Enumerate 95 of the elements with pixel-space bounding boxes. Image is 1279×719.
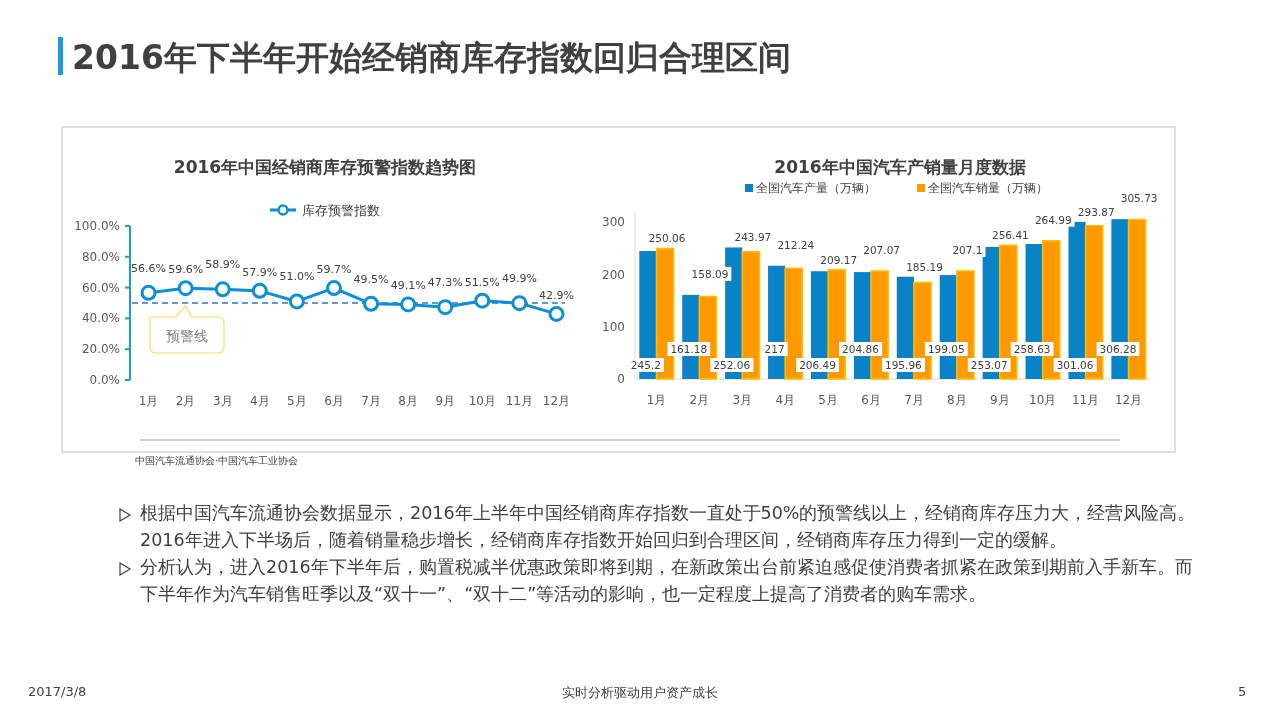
data-label: 253.07 [970, 359, 1008, 371]
data-label: 195.96 [885, 359, 923, 371]
data-label: 56.6% [131, 261, 167, 275]
point [511, 295, 528, 312]
x-tick-label: 6月 [324, 394, 344, 408]
x-tick-label: 5月 [287, 394, 307, 408]
x-tick-label: 3月 [212, 394, 233, 408]
point [325, 280, 342, 297]
point [474, 292, 491, 309]
x-tick-label: 8月 [398, 394, 418, 408]
data-label: 306.28 [1099, 343, 1137, 355]
data-label: 256.41 [992, 229, 1029, 242]
y-tick-label: 300 [602, 215, 625, 230]
data-label: 209.17 [820, 253, 858, 266]
data-label: 59.7% [316, 263, 352, 277]
data-label: 49.1% [390, 279, 426, 293]
data-label: 185.19 [906, 260, 943, 273]
text: 实时分析驱动用户资产成长 [561, 685, 718, 700]
y-tick-label: 100 [602, 319, 625, 334]
x-tick-label: 7月 [361, 394, 381, 408]
point [400, 296, 417, 313]
point [140, 284, 157, 301]
data-label: 51.0% [279, 270, 315, 284]
ref-line-label: 预警线 [166, 328, 208, 344]
data-label: 47.3% [427, 276, 463, 290]
data-label: 57.9% [242, 265, 278, 279]
data-label: 199.05 [927, 343, 965, 355]
x-tick-label: 1月 [138, 394, 159, 408]
point [288, 293, 305, 310]
data-label: 305.73 [1120, 192, 1158, 205]
legend-label: 全国汽车销量（万辆） [928, 181, 1048, 195]
y-tick-label: 80.0% [81, 249, 120, 264]
x-tick-label: 4月 [775, 393, 796, 407]
data-label: 258.63 [1013, 343, 1051, 355]
x-tick-label: 12月 [542, 394, 571, 408]
data-label: 250.06 [648, 232, 686, 245]
y-tick-label: 200 [602, 267, 625, 282]
x-tick-label: 3月 [732, 393, 753, 407]
y-tick-label: 0.0% [89, 373, 120, 387]
data-label: 207.1 [952, 243, 983, 256]
x-tick-label: 6月 [861, 393, 881, 407]
data-label: 51.5% [464, 275, 500, 289]
data-label: 49.5% [353, 272, 389, 286]
x-tick-label: 10月 [468, 394, 496, 408]
y-tick-label: 40.0% [81, 311, 120, 326]
data-label: 252.06 [713, 359, 751, 371]
data-label: 204.86 [842, 343, 880, 355]
text: 分析认为，进入2016年下半年后，购置税减半优惠政策即将到期，在新政策出台前紧迫感促使消费者抓紧在政策到期前入手新车。而下半年作为汽车销售旺季以及“双十一”、“双十二”等活动的影响，也一定程度上提高了消费者的购车需求。 [140, 556, 1194, 606]
x-tick-label: 7月 [904, 393, 924, 407]
point [177, 280, 194, 297]
text: 5 [1238, 684, 1247, 699]
x-tick-label: 8月 [947, 393, 967, 407]
point [214, 281, 231, 298]
data-label: 206.49 [799, 359, 836, 371]
x-tick-label: 4月 [249, 394, 270, 408]
text: 根据中国汽车流通协会数据显示，2016年上半年中国经销商库存指数一直处于50%的预警线以上，经销商库存压力大，经营风险高。2016年进入下半场后，随着销量稳步增长，经销商库存指数开始回归到合理区间，经销商库存压力得到一定的缓解。 [140, 502, 1197, 552]
text: 2017/3/8 [28, 684, 87, 699]
x-tick-label: 9月 [989, 393, 1010, 407]
data-label: 58.9% [205, 258, 241, 272]
x-tick-label: 2月 [689, 393, 710, 407]
x-tick-label: 5月 [818, 393, 838, 407]
data-label: 161.18 [670, 343, 708, 355]
data-label: 243.97 [734, 231, 772, 244]
x-tick-label: 12月 [1114, 393, 1143, 407]
data-label: 217 [764, 343, 785, 355]
legend-label: 全国汽车产量（万辆） [756, 181, 876, 195]
point [251, 282, 268, 299]
point [363, 295, 380, 312]
data-label: 49.9% [501, 272, 537, 286]
data-label: 42.9% [538, 288, 574, 302]
data-label: 245.2 [630, 359, 661, 371]
legend-label: 库存预警指数 [302, 203, 380, 218]
y-tick-label: 60.0% [81, 280, 120, 295]
x-tick-label: 2月 [175, 394, 196, 408]
text: 2016年下半年开始经销商库存指数回归合理区间 [72, 37, 791, 79]
data-label: 212.24 [777, 238, 815, 251]
x-tick-label: 11月 [505, 394, 534, 408]
y-tick-label: 20.0% [81, 342, 120, 357]
point [548, 305, 565, 322]
y-tick-label: 0 [617, 372, 625, 386]
y-tick-label: 100.0% [74, 219, 120, 233]
chart-title: 2016年中国经销商库存预警指数趋势图 [173, 157, 477, 177]
data-label: 293.87 [1077, 205, 1115, 218]
data-label: 264.99 [1034, 213, 1072, 226]
data-label: 59.6% [168, 263, 204, 277]
data-label: 207.07 [863, 243, 900, 256]
chart-title: 2016年中国汽车产销量月度数据 [774, 157, 1026, 177]
text: 中国汽车流通协会·中国汽车工业协会 [135, 455, 299, 466]
x-tick-label: 9月 [435, 394, 456, 408]
x-tick-label: 1月 [646, 393, 667, 407]
x-tick-label: 10月 [1029, 393, 1057, 407]
data-label: 301.06 [1056, 359, 1094, 371]
x-tick-label: 11月 [1071, 393, 1100, 407]
point [437, 299, 454, 316]
data-label: 158.09 [691, 267, 729, 280]
